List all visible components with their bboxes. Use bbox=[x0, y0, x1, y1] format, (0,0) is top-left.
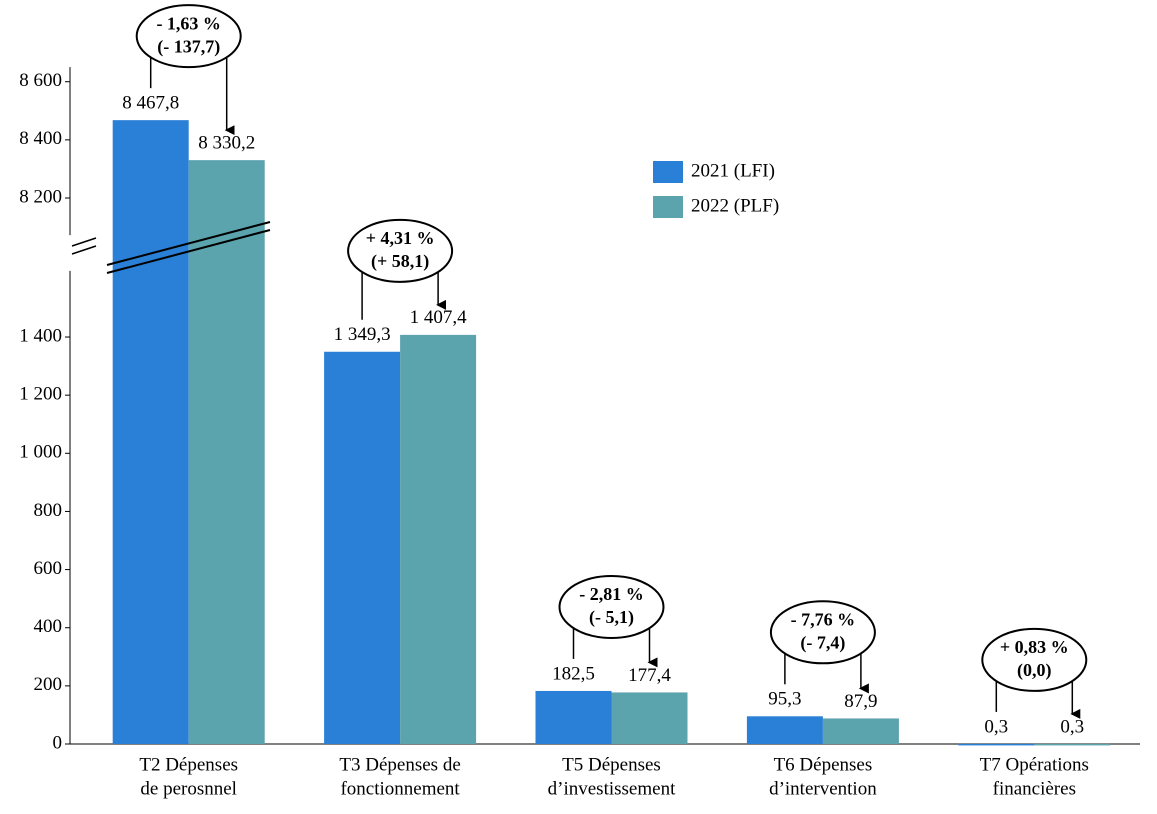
bar bbox=[611, 692, 688, 744]
y-tick-label: 0 bbox=[53, 732, 63, 753]
x-tick-label: financières bbox=[993, 778, 1076, 799]
annotation: - 7,76 % bbox=[791, 609, 856, 629]
y-tick-label: 400 bbox=[34, 616, 63, 637]
bar bbox=[400, 334, 477, 744]
value-label: 0,3 bbox=[984, 716, 1008, 737]
annotation: - 1,63 % bbox=[156, 13, 221, 33]
annotation: + 4,31 % bbox=[366, 228, 435, 248]
value-label: 1 349,3 bbox=[334, 324, 391, 345]
value-label: 8 467,8 bbox=[122, 93, 179, 114]
bar bbox=[822, 718, 899, 744]
value-label: 182,5 bbox=[552, 663, 595, 684]
axis-break bbox=[106, 221, 271, 266]
annotation: (- 5,1) bbox=[589, 607, 634, 628]
legend-label: 2021 (LFI) bbox=[691, 160, 775, 181]
y-tick-label: 1 200 bbox=[19, 384, 62, 405]
legend-swatch bbox=[653, 196, 683, 218]
bar bbox=[324, 351, 401, 744]
annotation: (- 137,7) bbox=[157, 36, 220, 57]
bar bbox=[958, 743, 1035, 746]
bar bbox=[188, 160, 265, 744]
bar bbox=[535, 690, 612, 744]
y-tick-label: 8 200 bbox=[19, 186, 62, 207]
annotation: (- 7,4) bbox=[800, 632, 845, 653]
value-label: 95,3 bbox=[768, 689, 801, 710]
y-tick-label: 8 400 bbox=[19, 128, 62, 149]
annotation: + 0,83 % bbox=[1000, 637, 1069, 657]
axis-break bbox=[71, 245, 97, 255]
annotation-bubble bbox=[135, 4, 242, 69]
x-tick-label: T3 Dépenses de bbox=[339, 754, 460, 775]
y-tick-label: 200 bbox=[34, 674, 63, 695]
axis-break bbox=[71, 237, 97, 247]
x-tick-label: T5 Dépenses bbox=[562, 754, 661, 775]
x-tick-label: T7 Opérations bbox=[980, 754, 1089, 775]
annotation-bubble bbox=[347, 218, 454, 283]
bar bbox=[746, 716, 823, 744]
value-label: 87,9 bbox=[844, 691, 877, 712]
annotation: (+ 58,1) bbox=[371, 251, 429, 272]
legend-swatch bbox=[653, 161, 683, 183]
annotation-bubble bbox=[769, 600, 876, 665]
value-label: 177,4 bbox=[628, 665, 671, 686]
annotation: - 2,81 % bbox=[579, 584, 644, 604]
legend-label: 2022 (PLF) bbox=[691, 195, 779, 216]
value-label: 1 407,4 bbox=[410, 307, 468, 328]
y-tick-label: 8 600 bbox=[19, 70, 62, 91]
y-tick-label: 800 bbox=[34, 500, 63, 521]
annotation-bubble bbox=[981, 627, 1088, 692]
x-tick-label: de perosnnel bbox=[140, 778, 237, 799]
annotation-bubble bbox=[558, 574, 665, 639]
y-tick-label: 600 bbox=[34, 558, 63, 579]
y-tick-label: 1 400 bbox=[19, 325, 62, 346]
axis-break bbox=[106, 229, 271, 274]
x-tick-label: d’investissement bbox=[548, 778, 676, 799]
x-tick-label: fonctionnement bbox=[340, 778, 460, 799]
bar bbox=[1034, 743, 1111, 746]
annotation: (0,0) bbox=[1017, 660, 1052, 681]
x-tick-label: T6 Dépenses bbox=[774, 754, 873, 775]
value-label: 8 330,2 bbox=[198, 133, 255, 154]
y-tick-label: 1 000 bbox=[19, 442, 62, 463]
x-tick-label: T2 Dépenses bbox=[139, 754, 238, 775]
bar bbox=[112, 120, 189, 745]
value-label: 0,3 bbox=[1060, 716, 1084, 737]
x-tick-label: d’intervention bbox=[769, 778, 877, 799]
